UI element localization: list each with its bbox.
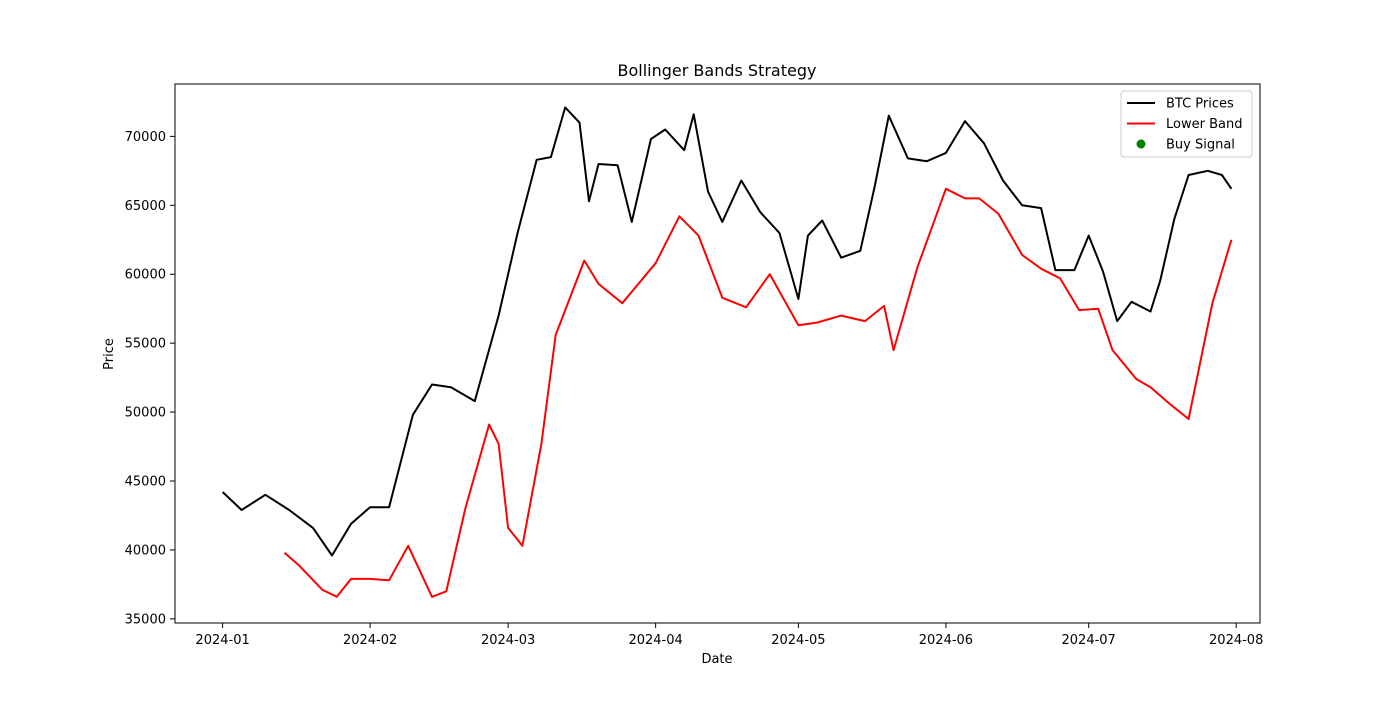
y-axis-ticks: 35000 40000 45000 50000 55000 60000 65000 70000 — [125, 130, 175, 627]
series-line-0 — [221, 106, 1233, 557]
y-tick-label: 40000 — [125, 543, 166, 558]
x-axis-ticks: 2024-01 2024-02 2024-03 2024-04 2024-05 2024-… — [195, 623, 1263, 648]
x-tick-label: 2024-07 — [1062, 633, 1116, 648]
chart-title: Bollinger Bands Strategy — [618, 61, 817, 80]
x-tick-label: 2024-04 — [628, 633, 682, 648]
plot-frame — [174, 83, 1261, 624]
y-tick-label: 50000 — [125, 406, 166, 421]
legend: BTC Prices Lower Band Buy Signal — [1120, 90, 1253, 158]
y-tick-label: 70000 — [125, 130, 166, 145]
y-tick-label: 65000 — [125, 199, 166, 214]
y-tick-label: 55000 — [125, 337, 166, 352]
legend-label-1: Lower Band — [1166, 117, 1242, 132]
y-axis-label: Price — [102, 338, 117, 370]
x-tick-label: 2024-08 — [1209, 633, 1263, 648]
x-axis-label: Date — [701, 652, 732, 667]
y-tick-label: 45000 — [125, 475, 166, 490]
series-layer — [221, 106, 1233, 598]
legend-label-2: Buy Signal — [1166, 138, 1235, 153]
y-tick-label: 35000 — [125, 612, 166, 627]
x-tick-label: 2024-03 — [481, 633, 535, 648]
legend-marker-2 — [1136, 139, 1146, 149]
plot-area — [175, 84, 1260, 623]
legend-box — [1120, 90, 1253, 158]
x-tick-label: 2024-02 — [343, 633, 397, 648]
series-line-1 — [283, 187, 1233, 598]
x-tick-label: 2024-01 — [195, 633, 249, 648]
y-tick-label: 60000 — [125, 268, 166, 283]
legend-label-0: BTC Prices — [1166, 97, 1234, 112]
x-tick-label: 2024-05 — [771, 633, 825, 648]
x-tick-label: 2024-06 — [919, 633, 973, 648]
